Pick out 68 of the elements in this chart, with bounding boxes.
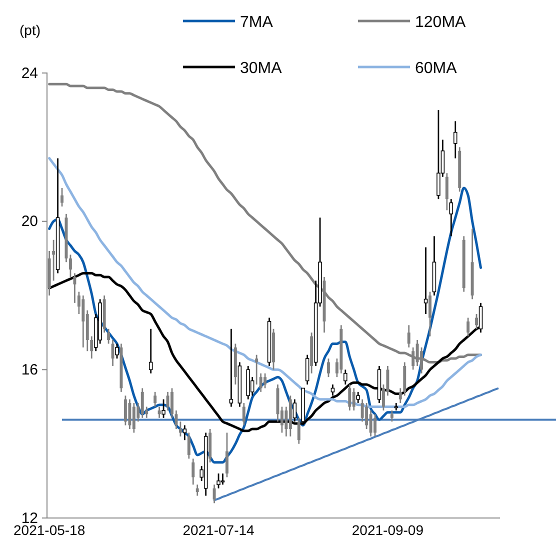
candlestick bbox=[390, 410, 394, 422]
candlestick bbox=[174, 410, 178, 430]
y-tick-label: 16 bbox=[21, 361, 38, 378]
candlestick bbox=[264, 372, 267, 389]
candlestick bbox=[330, 384, 335, 396]
candlestick bbox=[170, 388, 174, 419]
candlestick bbox=[128, 398, 132, 430]
candlestick bbox=[178, 420, 182, 438]
candlestick bbox=[356, 391, 360, 404]
legend-label: 30MA bbox=[240, 60, 282, 77]
candlestick bbox=[148, 328, 153, 374]
candlestick bbox=[360, 398, 364, 422]
candlestick bbox=[449, 198, 454, 237]
candlestick bbox=[216, 472, 220, 490]
y-tick-label: 24 bbox=[21, 64, 38, 82]
candlestick bbox=[220, 472, 225, 486]
candlestick bbox=[158, 406, 161, 419]
candlestick bbox=[212, 484, 216, 504]
candlestick bbox=[445, 172, 448, 211]
candlestick bbox=[242, 402, 246, 426]
candlestick bbox=[259, 372, 262, 393]
candlestick bbox=[369, 410, 372, 438]
candlestick bbox=[187, 432, 190, 460]
candlestick bbox=[162, 398, 166, 419]
candlestick bbox=[229, 328, 234, 408]
x-tick-label: 2021-09-09 bbox=[352, 522, 424, 538]
candlestick bbox=[132, 402, 136, 434]
candlestick bbox=[196, 484, 199, 496]
candlestick bbox=[115, 343, 119, 360]
legend-label: 7MA bbox=[240, 14, 274, 31]
candlestick bbox=[348, 384, 352, 412]
candlestick bbox=[73, 272, 76, 304]
candlestick bbox=[475, 313, 478, 330]
candlestick bbox=[124, 394, 127, 426]
x-tick-label: 2021-05-18 bbox=[14, 522, 86, 538]
legend-label: 120MA bbox=[415, 14, 466, 31]
candlestick bbox=[182, 424, 187, 441]
y-axis-title: (pt) bbox=[20, 22, 40, 38]
candlestick bbox=[466, 317, 470, 337]
candlestick bbox=[90, 336, 94, 360]
candlestick bbox=[398, 388, 402, 404]
candlestick bbox=[60, 187, 64, 208]
candlestick bbox=[374, 413, 376, 438]
candlestick bbox=[225, 432, 228, 478]
candlestick bbox=[428, 291, 432, 337]
candlestick bbox=[352, 388, 356, 412]
candlestick bbox=[327, 358, 330, 378]
candlestick bbox=[407, 324, 410, 348]
x-tick-label: 2021-07-14 bbox=[182, 522, 255, 538]
candlestick bbox=[297, 417, 300, 445]
candlestick bbox=[292, 398, 297, 422]
candlestick bbox=[255, 354, 258, 386]
candlestick bbox=[453, 120, 458, 159]
candlestick bbox=[82, 294, 85, 348]
candlestick bbox=[107, 328, 110, 344]
candlestick bbox=[344, 368, 348, 386]
candlestick bbox=[111, 339, 114, 367]
candlestick bbox=[52, 239, 56, 282]
candlestick bbox=[192, 458, 195, 486]
candlestick bbox=[68, 254, 72, 278]
candlestick bbox=[365, 402, 368, 430]
legend-label: 60MA bbox=[415, 60, 458, 77]
candlestick bbox=[154, 391, 157, 408]
candlestick bbox=[305, 354, 310, 386]
candlestick bbox=[436, 109, 440, 200]
candlestick bbox=[424, 246, 428, 315]
candlestick bbox=[140, 388, 144, 419]
y-tick-label: 20 bbox=[21, 213, 38, 230]
